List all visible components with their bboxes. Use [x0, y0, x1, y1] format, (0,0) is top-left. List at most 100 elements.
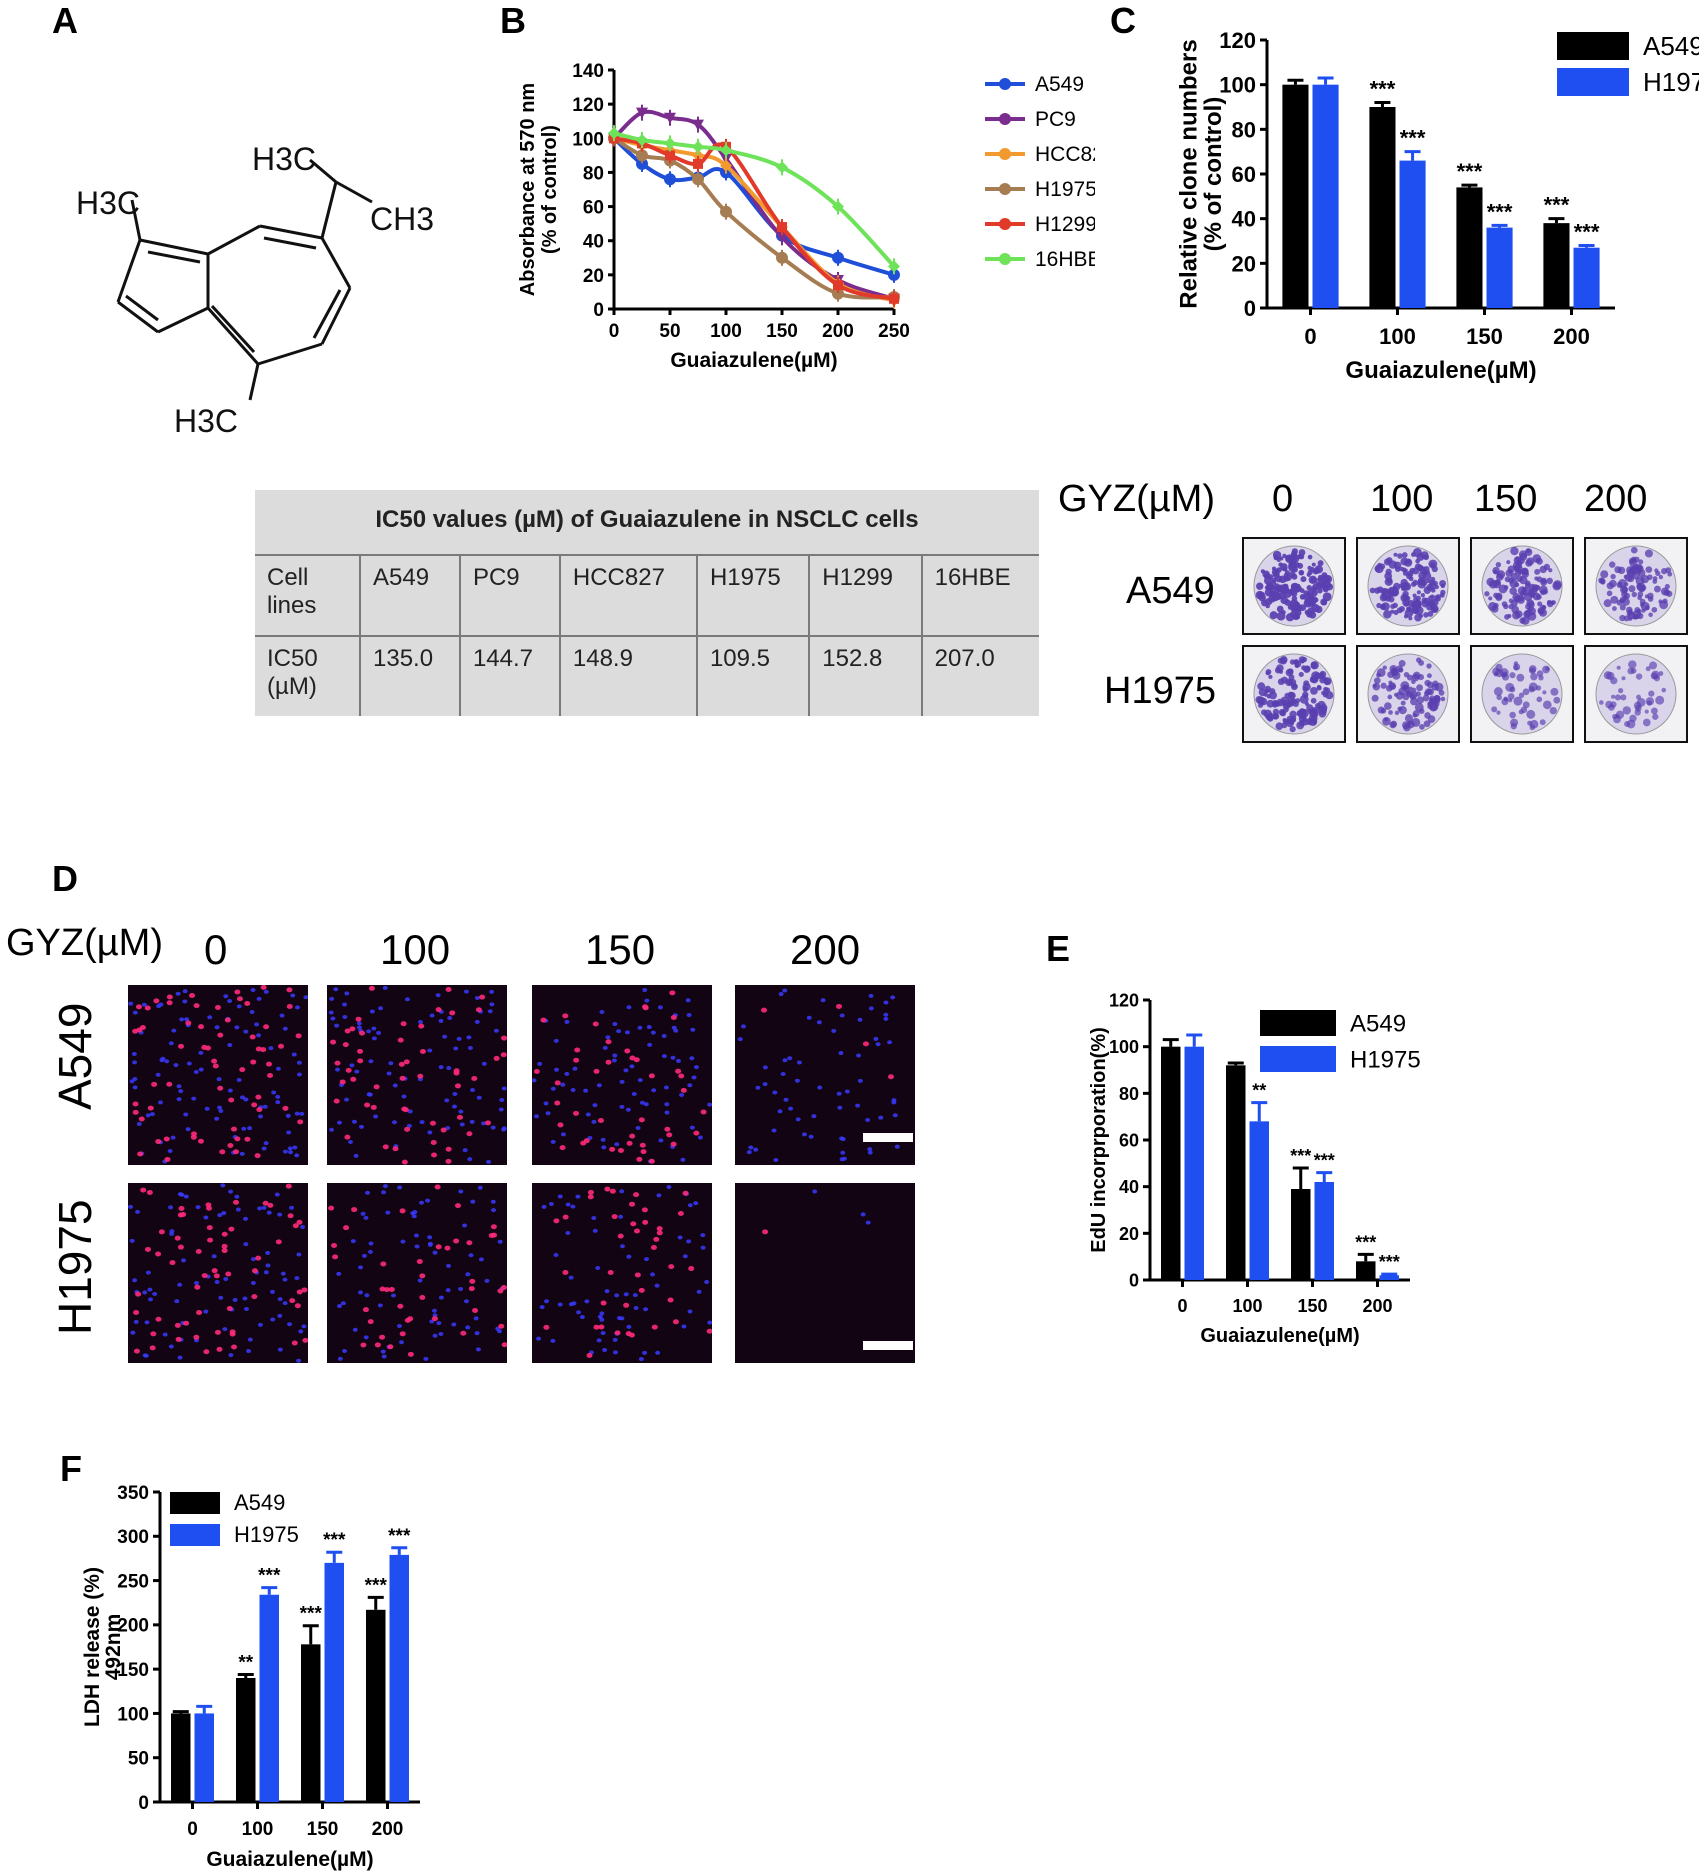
nucleus-edu: [633, 1192, 640, 1198]
nucleus-dapi: [865, 1220, 871, 1225]
y-tick-label: 40: [583, 232, 604, 253]
nucleus-dapi: [401, 1094, 407, 1099]
nucleus-dapi: [155, 1072, 161, 1077]
edu-micrograph: [128, 1183, 309, 1363]
plate-well: [1595, 545, 1677, 627]
nucleus-edu: [466, 1131, 473, 1137]
nucleus-dapi: [473, 1316, 479, 1321]
colony: [1526, 709, 1536, 719]
nucleus-dapi: [478, 1257, 484, 1262]
colony: [1395, 691, 1404, 700]
ic50-value: 152.8: [808, 635, 922, 716]
nucleus-dapi: [132, 1085, 138, 1090]
nucleus-edu: [633, 1057, 640, 1063]
nucleus-edu: [278, 1043, 285, 1049]
colony: [1413, 597, 1419, 603]
nucleus-dapi: [687, 1083, 693, 1088]
bar-H1975: [1249, 1121, 1269, 1280]
nucleus-edu: [554, 1080, 561, 1086]
nucleus-dapi: [132, 1278, 138, 1283]
colony: [1635, 673, 1643, 680]
colonies: [1599, 660, 1667, 729]
bar-H1975: [389, 1554, 409, 1802]
nucleus-dapi: [287, 1146, 293, 1151]
nucleus-dapi: [142, 1290, 148, 1295]
colony: [1618, 687, 1624, 694]
nucleus-edu: [249, 1034, 256, 1040]
colony: [1600, 570, 1609, 579]
nucleus-dapi: [465, 1272, 471, 1277]
nucleus-edu: [417, 1073, 424, 1079]
colony: [1317, 560, 1324, 567]
colony: [1373, 677, 1381, 685]
y-axis-label: EdU incorprporation(%): [1088, 1027, 1110, 1253]
nucleus-dapi: [275, 1094, 281, 1099]
colony: [1292, 566, 1298, 573]
colony: [1313, 597, 1318, 602]
nucleus-dapi: [651, 1088, 657, 1093]
colony: [1272, 712, 1280, 720]
colony: [1630, 546, 1638, 554]
nucleus-dapi: [217, 1213, 223, 1218]
nucleus-edu: [460, 1330, 467, 1336]
nucleus-edu: [155, 1251, 162, 1257]
nucleus-dapi: [619, 1189, 625, 1194]
nucleus-edu: [835, 1003, 842, 1009]
nucleus-edu: [472, 1307, 479, 1313]
nucleus-edu: [419, 1294, 426, 1300]
nucleus-edu: [166, 994, 173, 1000]
nucleus-dapi: [243, 1242, 249, 1247]
colony: [1394, 710, 1400, 716]
legend-marker: [999, 218, 1011, 230]
nucleus-dapi: [664, 1110, 670, 1115]
colony: [1322, 592, 1332, 602]
nucleus-dapi: [207, 1015, 213, 1020]
nucleus-edu: [198, 1024, 205, 1030]
nucleus-dapi: [303, 995, 309, 1000]
nucleus-edu: [407, 1351, 414, 1357]
nucleus-edu: [355, 1016, 362, 1022]
nucleus-dapi: [867, 1147, 873, 1152]
nucleus-dapi: [243, 1307, 249, 1312]
edu-dose: 100: [380, 926, 451, 973]
colony: [1299, 594, 1306, 600]
nucleus-dapi: [298, 1329, 304, 1334]
nucleus-edu: [289, 1298, 296, 1304]
colony: [1390, 603, 1396, 610]
colony: [1268, 691, 1277, 700]
colony: [1514, 582, 1520, 588]
nucleus-edu: [166, 1000, 173, 1006]
nucleus-edu: [466, 1240, 473, 1246]
nucleus-dapi: [458, 1286, 464, 1291]
nucleus-dapi: [564, 1019, 570, 1024]
colony: [1540, 589, 1546, 596]
nucleus-edu: [330, 1039, 337, 1045]
guaiazulene-structure: H3C H3C CH3 H3C: [76, 141, 434, 439]
nucleus-dapi: [258, 1114, 264, 1119]
nucleus-dapi: [398, 1340, 404, 1345]
colony: [1534, 568, 1541, 575]
nucleus-edu: [256, 1107, 263, 1113]
colony: [1427, 610, 1434, 617]
colony: [1416, 684, 1423, 692]
nucleus-dapi: [484, 1278, 490, 1283]
nucleus-dapi: [176, 1084, 182, 1089]
colony: [1519, 552, 1528, 561]
colony: [1372, 683, 1377, 688]
bar-H1975: [1379, 1275, 1399, 1280]
nucleus-dapi: [342, 1015, 348, 1020]
colony: [1374, 566, 1381, 572]
colony: [1655, 570, 1661, 577]
colony: [1390, 609, 1395, 614]
nucleus-dapi: [158, 1100, 164, 1105]
nucleus-edu: [263, 1024, 270, 1030]
ic50-cell-name: PC9: [458, 553, 560, 637]
legend-label: H1975: [1643, 67, 1699, 97]
colony: [1288, 563, 1293, 568]
colony: [1651, 670, 1660, 680]
nucleus-edu: [636, 1156, 643, 1162]
nucleus-dapi: [366, 1092, 372, 1097]
nucleus-dapi: [644, 998, 650, 1003]
y-tick-label: 200: [117, 1616, 149, 1637]
colony: [1423, 690, 1430, 697]
